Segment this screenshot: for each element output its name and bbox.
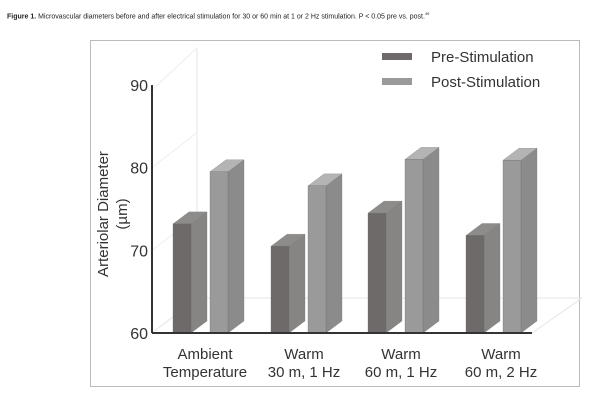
x-tick-label: 30 m, 1 Hz [268, 364, 341, 381]
bar-side [190, 211, 208, 334]
bar-pre-stimulation-1 [270, 246, 290, 334]
legend-swatch [382, 53, 412, 60]
bar-post-stimulation-2 [404, 159, 424, 334]
y-axis-title: (µm) [114, 198, 131, 229]
gridline [151, 47, 198, 91]
x-tick-label: Temperature [163, 364, 247, 381]
x-tick-label: 60 m, 2 Hz [465, 364, 538, 381]
legend-label: Post-Stimulation [431, 74, 540, 91]
bar-pre-stimulation-0 [172, 223, 192, 334]
y-axis-title: Arteriolar Diameter [95, 151, 112, 277]
x-tick-label: Warm [381, 346, 420, 363]
figure-caption: Figure 1. Microvascular diameters before… [7, 11, 429, 20]
x-tick-label: Warm [284, 346, 323, 363]
y-tick-label: 60 [130, 326, 148, 343]
bar-side [422, 147, 440, 334]
chart-frame [90, 40, 580, 387]
x-tick-label: 60 m, 1 Hz [365, 364, 438, 381]
x-tick-label: Warm [481, 346, 520, 363]
bar-side [520, 147, 538, 334]
x-tick-label: Ambient [177, 346, 233, 363]
caption-text: Microvascular diameters before and after… [38, 13, 425, 21]
bar-side [325, 173, 343, 334]
bar-side [227, 159, 245, 334]
y-tick-label: 80 [130, 161, 148, 178]
y-tick-label: 90 [130, 78, 148, 95]
y-tick-label: 70 [130, 243, 148, 260]
gridline [151, 132, 198, 169]
bar-post-stimulation-3 [502, 160, 522, 334]
legend-label: Pre-Stimulation [431, 49, 534, 66]
bar-post-stimulation-1 [307, 185, 327, 334]
bar-pre-stimulation-2 [367, 212, 387, 334]
caption-label: Figure 1. [7, 13, 37, 21]
bar-side [483, 223, 501, 334]
bar-side [385, 200, 403, 334]
floor-edge-right [531, 297, 583, 334]
bar-post-stimulation-0 [209, 171, 229, 334]
bar-side [288, 233, 306, 334]
legend-swatch [382, 78, 412, 85]
caption-ref: 49 [424, 11, 430, 16]
bar-pre-stimulation-3 [465, 235, 485, 334]
